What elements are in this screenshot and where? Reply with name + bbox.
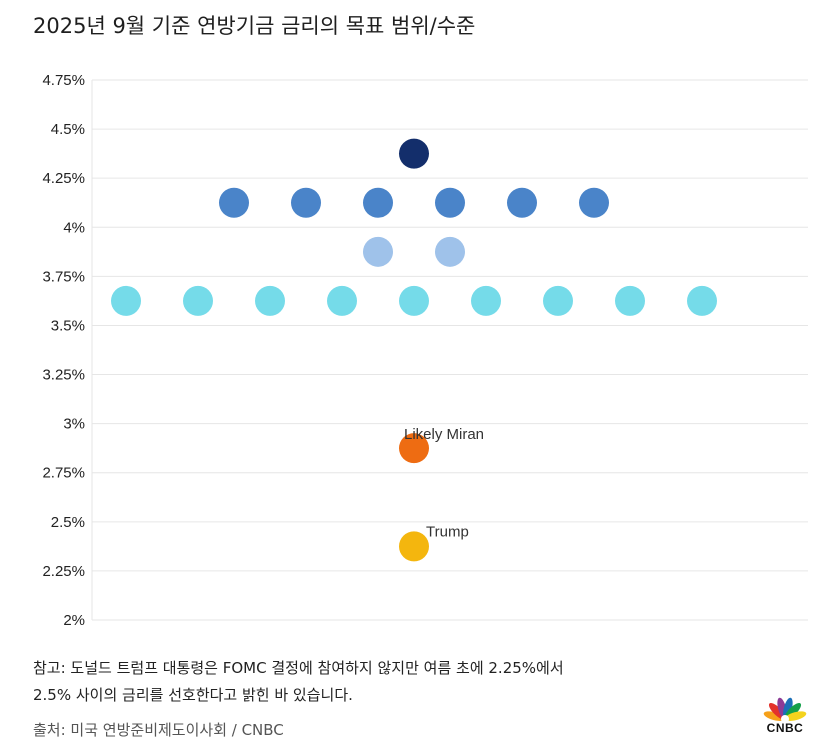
annotation-label: Trump xyxy=(426,523,469,540)
data-point xyxy=(111,285,141,316)
y-tick-label: 4% xyxy=(63,219,85,236)
data-point xyxy=(399,285,429,316)
dot-plot-chart: 4.75% 4.5% 4.25% 4% 3.75% 3.5% 3.25% 3% 2.75% 2.5… xyxy=(42,72,808,629)
data-point xyxy=(363,236,393,267)
data-point xyxy=(327,285,357,316)
chart-note: 참고: 도널드 트럼프 대통령은 FOMC 결정에 참여하지 않지만 여름 초에… xyxy=(33,655,733,709)
y-tick-label: 4.75% xyxy=(42,72,85,89)
data-point xyxy=(507,187,537,218)
note-line-2: 2.5% 사이의 금리를 선호한다고 밝힌 바 있습니다. xyxy=(33,686,353,704)
data-point xyxy=(399,433,429,464)
data-point xyxy=(543,285,573,316)
y-tick-label: 4.25% xyxy=(42,170,85,187)
peacock-icon xyxy=(763,697,807,723)
data-point xyxy=(183,285,213,316)
y-tick-label: 2.5% xyxy=(51,514,85,531)
data-point xyxy=(291,187,321,218)
y-tick-label: 3.25% xyxy=(42,367,85,384)
data-point xyxy=(471,285,501,316)
cnbc-logo: CNBC xyxy=(760,693,810,737)
chart-source: 출처: 미국 연방준비제도이사회 / CNBC xyxy=(33,721,284,739)
y-tick-label: 4.5% xyxy=(51,121,85,138)
data-point xyxy=(363,187,393,218)
data-point xyxy=(219,187,249,218)
data-point xyxy=(579,187,609,218)
note-line-1: 참고: 도널드 트럼프 대통령은 FOMC 결정에 참여하지 않지만 여름 초에… xyxy=(33,659,564,677)
logo-text: CNBC xyxy=(766,721,804,735)
chart-title: 2025년 9월 기준 연방기금 금리의 목표 범위/수준 xyxy=(33,14,476,38)
data-point xyxy=(435,236,465,267)
data-point xyxy=(399,531,429,562)
data-point xyxy=(615,285,645,316)
y-tick-label: 2% xyxy=(63,612,85,629)
y-tick-label: 2.25% xyxy=(42,563,85,580)
data-point xyxy=(435,187,465,218)
data-point xyxy=(255,285,285,316)
data-point xyxy=(399,138,429,169)
y-tick-label: 3.75% xyxy=(42,268,85,285)
y-tick-label: 3% xyxy=(63,416,85,433)
y-tick-label: 3.5% xyxy=(51,317,85,334)
data-point xyxy=(687,285,717,316)
annotation-label: Likely Miran xyxy=(404,426,484,443)
y-tick-label: 2.75% xyxy=(42,465,85,482)
